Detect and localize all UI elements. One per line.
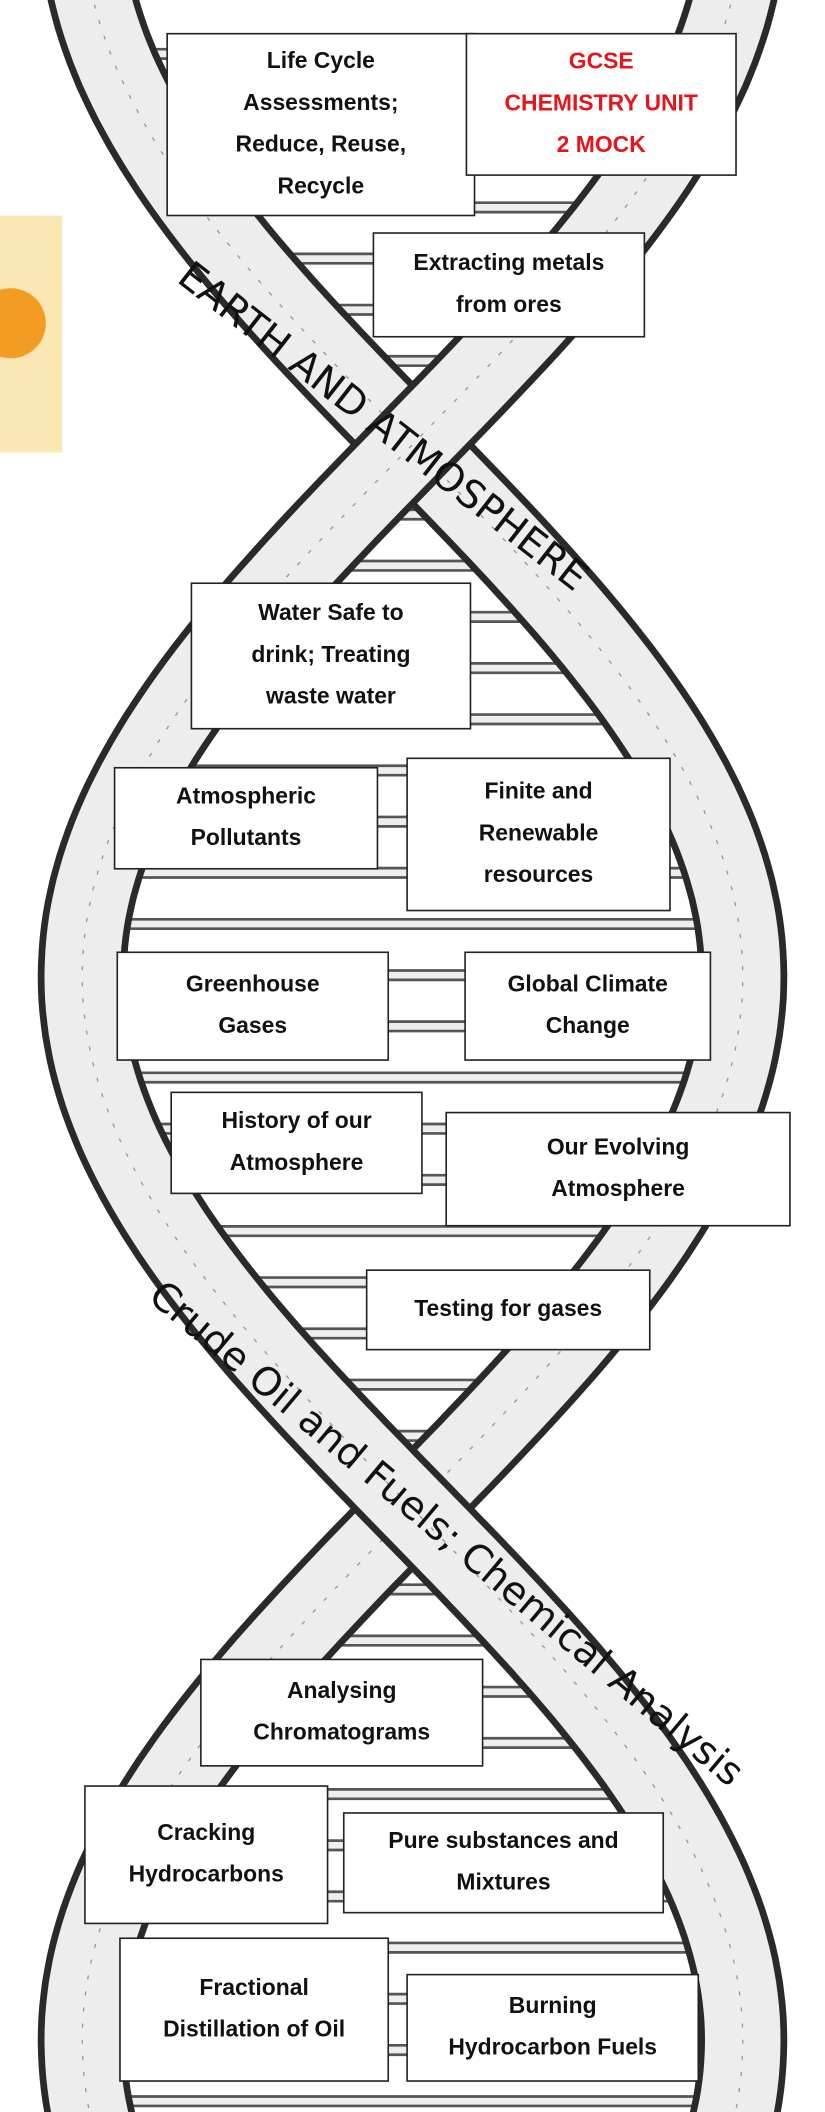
topic-line: Atmospheric bbox=[176, 782, 316, 808]
topic-line: Greenhouse bbox=[186, 970, 320, 996]
topic-line: Hydrocarbon Fuels bbox=[448, 2034, 657, 2060]
topic-line: Cracking bbox=[157, 1819, 255, 1845]
topic-line: Assessments; bbox=[243, 89, 398, 115]
topic-box bbox=[120, 1938, 388, 2081]
topic-box bbox=[446, 1113, 790, 1226]
topic-line: Testing for gases bbox=[414, 1295, 602, 1321]
topic-line: Burning bbox=[509, 1992, 597, 2018]
title-line: 2 MOCK bbox=[557, 131, 647, 157]
topic-box bbox=[407, 1975, 698, 2081]
page: Life Cycle Assessments; Reduce, Reuse, Recy… bbox=[0, 0, 825, 2112]
topic-line: Chromatograms bbox=[253, 1719, 430, 1745]
topic-line: resources bbox=[484, 861, 593, 887]
topic-line: Reduce, Reuse, bbox=[236, 131, 407, 157]
side-image bbox=[0, 216, 62, 453]
title-line: CHEMISTRY UNIT bbox=[505, 89, 698, 115]
topic-line: from ores bbox=[456, 291, 562, 317]
topic-line: waste water bbox=[265, 683, 396, 709]
helix-diagram: Life Cycle Assessments; Reduce, Reuse, Recy… bbox=[0, 0, 825, 2112]
topic-line: Hydrocarbons bbox=[129, 1861, 284, 1887]
topic-line: Life Cycle bbox=[267, 47, 375, 73]
topic-line: Our Evolving bbox=[547, 1133, 690, 1159]
topic-line: History of our bbox=[221, 1107, 371, 1133]
topic-line: Pure substances and bbox=[388, 1827, 618, 1853]
topic-line: drink; Treating bbox=[251, 641, 410, 667]
topic-line: Pollutants bbox=[191, 824, 302, 850]
topic-line: Change bbox=[546, 1012, 630, 1038]
topic-line: Finite and bbox=[484, 778, 592, 804]
topic-line: Atmosphere bbox=[230, 1149, 364, 1175]
topic-line: Extracting metals bbox=[413, 249, 604, 275]
topic-line: Analysing bbox=[287, 1677, 396, 1703]
topic-box bbox=[85, 1786, 328, 1923]
topic-line: Mixtures bbox=[456, 1869, 550, 1895]
topic-line: Fractional bbox=[199, 1974, 308, 2000]
topic-line: Renewable bbox=[479, 819, 599, 845]
topic-box bbox=[465, 952, 710, 1060]
topic-line: Atmosphere bbox=[551, 1175, 685, 1201]
topic-line: Global Climate bbox=[508, 970, 668, 996]
topic-box bbox=[201, 1659, 483, 1765]
topic-line: Distillation of Oil bbox=[163, 2016, 345, 2042]
topic-line: Gases bbox=[218, 1012, 287, 1038]
topic-line: Recycle bbox=[278, 172, 365, 198]
topic-box bbox=[117, 952, 388, 1060]
topic-line: Water Safe to bbox=[258, 599, 404, 625]
title-line: GCSE bbox=[569, 48, 634, 74]
